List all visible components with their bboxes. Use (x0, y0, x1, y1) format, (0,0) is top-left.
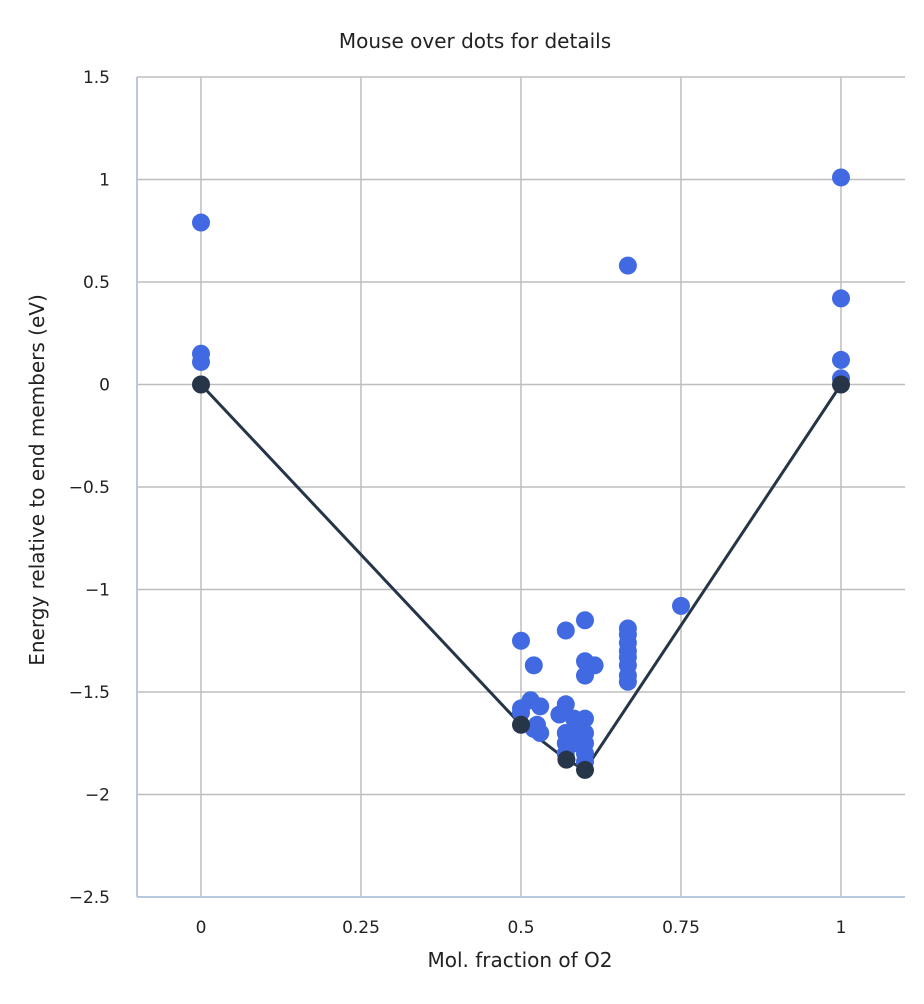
y-tick-label: 1 (99, 171, 110, 191)
unstable-point[interactable] (512, 631, 530, 650)
y-tick-label: 0 (99, 376, 110, 396)
unstable-point[interactable] (832, 289, 850, 308)
x-tick-label: 0.25 (342, 918, 380, 938)
stable-point[interactable] (576, 760, 594, 779)
stable-point[interactable] (557, 750, 576, 769)
unstable-point[interactable] (618, 256, 637, 275)
unstable-point[interactable] (576, 611, 594, 630)
y-tick-label: −2.5 (69, 888, 110, 908)
x-axis-label: Mol. fraction of O2 (427, 948, 612, 972)
unstable-point[interactable] (832, 350, 850, 369)
x-tick-label: 0.5 (507, 918, 534, 938)
y-tick-label: −0.5 (69, 478, 110, 498)
unstable-point[interactable] (524, 656, 543, 675)
x-tick-label: 0.75 (662, 918, 700, 938)
unstable-point[interactable] (832, 168, 850, 187)
y-tick-label: −2 (85, 786, 110, 806)
unstable-point[interactable] (550, 705, 569, 724)
y-tick-label: 1.5 (83, 68, 110, 88)
unstable-point[interactable] (512, 703, 530, 722)
stable-point[interactable] (832, 375, 850, 394)
y-axis-label: Energy relative to end members (eV) (25, 294, 49, 666)
unstable-point[interactable] (672, 596, 690, 615)
unstable-point[interactable] (556, 621, 575, 640)
unstable-point[interactable] (531, 697, 550, 716)
unstable-point[interactable] (618, 672, 637, 691)
stable-point[interactable] (192, 375, 210, 394)
x-tick-label: 1 (836, 918, 847, 938)
unstable-point[interactable] (192, 352, 210, 371)
stable-point[interactable] (512, 715, 530, 734)
chart-title: Mouse over dots for details (339, 29, 611, 53)
unstable-point[interactable] (585, 656, 604, 675)
unstable-point[interactable] (576, 709, 594, 728)
y-tick-label: 0.5 (83, 273, 110, 293)
x-tick-label: 0 (196, 918, 207, 938)
y-tick-label: −1.5 (69, 683, 110, 703)
unstable-point[interactable] (192, 213, 210, 232)
y-tick-label: −1 (85, 581, 110, 601)
